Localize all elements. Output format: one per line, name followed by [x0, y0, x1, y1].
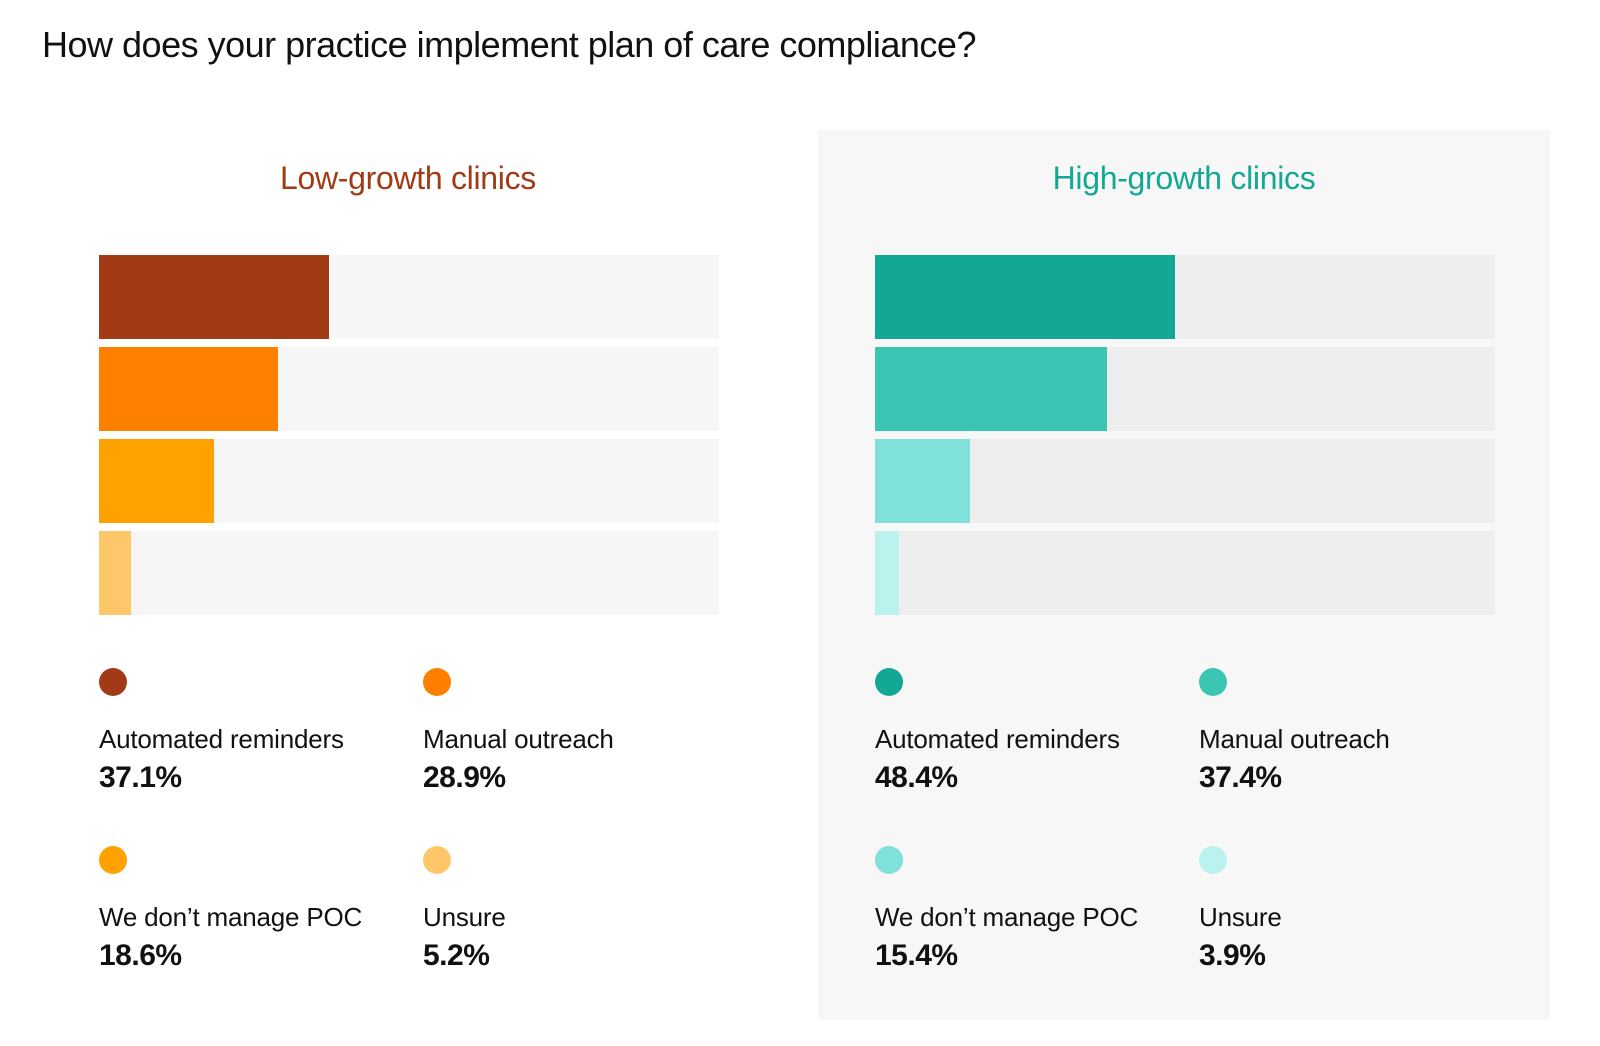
legend-value: 3.9%	[1199, 939, 1266, 972]
bar-track	[875, 531, 1495, 615]
legend-label: Automated reminders	[875, 724, 1120, 754]
bar-track	[875, 255, 1495, 339]
high-growth-panel: High-growth clinics Automated reminders …	[818, 130, 1550, 1020]
bar-low-growth-dont-manage-poc	[99, 439, 215, 523]
bar-high-growth-automated-reminders	[875, 255, 1176, 339]
bar-low-growth-automated-reminders	[99, 255, 330, 339]
legend-item: Manual outreach 28.9%	[423, 668, 723, 795]
legend-value: 37.4%	[1199, 761, 1282, 794]
panel-title-low-growth: Low-growth clinics	[279, 160, 537, 196]
bar-low-growth-unsure	[99, 531, 132, 615]
bar-high-growth-unsure	[875, 531, 900, 615]
legend-label: Automated reminders	[99, 724, 344, 754]
legend-dot-icon	[1199, 668, 1227, 696]
bar-track	[875, 347, 1495, 431]
legend-dot-icon	[875, 846, 903, 874]
legend-item: We don’t manage POC 18.6%	[99, 846, 399, 973]
legend-value: 18.6%	[99, 939, 182, 972]
legend-dot-icon	[99, 846, 127, 874]
legend-label: Unsure	[423, 902, 506, 932]
bar-high-growth-dont-manage-poc	[875, 439, 971, 523]
legend-dot-icon	[99, 668, 127, 696]
legend-value: 15.4%	[875, 939, 958, 972]
legend-label: We don’t manage POC	[875, 902, 1139, 932]
legend-dot-icon	[875, 668, 903, 696]
legend-dot-icon	[1199, 846, 1227, 874]
legend-item: We don’t manage POC 15.4%	[875, 846, 1175, 973]
bar-track	[99, 531, 719, 615]
legend-value: 37.1%	[99, 761, 182, 794]
bar-track	[875, 439, 1495, 523]
chart-title: How does your practice implement plan of…	[42, 24, 976, 65]
legend-item: Automated reminders 37.1%	[99, 668, 399, 795]
legend-label: Manual outreach	[1199, 724, 1390, 754]
legend-item: Unsure 5.2%	[423, 846, 723, 973]
legend-value: 48.4%	[875, 761, 958, 794]
legend-label: Manual outreach	[423, 724, 614, 754]
legend-label: We don’t manage POC	[99, 902, 363, 932]
legend-dot-icon	[423, 846, 451, 874]
bar-group-high-growth	[875, 255, 1495, 623]
legend-item: Automated reminders 48.4%	[875, 668, 1175, 795]
bar-low-growth-manual-outreach	[99, 347, 279, 431]
bar-high-growth-manual-outreach	[875, 347, 1107, 431]
panel-title-high-growth: High-growth clinics	[1052, 160, 1316, 196]
legend-item: Manual outreach 37.4%	[1199, 668, 1499, 795]
legend-value: 28.9%	[423, 761, 506, 794]
bar-track	[99, 255, 719, 339]
low-growth-panel: Low-growth clinics Automated reminders 3…	[42, 130, 774, 1020]
bar-group-low-growth	[99, 255, 719, 623]
legend-dot-icon	[423, 668, 451, 696]
bar-track	[99, 439, 719, 523]
legend-value: 5.2%	[423, 939, 490, 972]
legend-label: Unsure	[1199, 902, 1282, 932]
bar-track	[99, 347, 719, 431]
legend-item: Unsure 3.9%	[1199, 846, 1499, 973]
